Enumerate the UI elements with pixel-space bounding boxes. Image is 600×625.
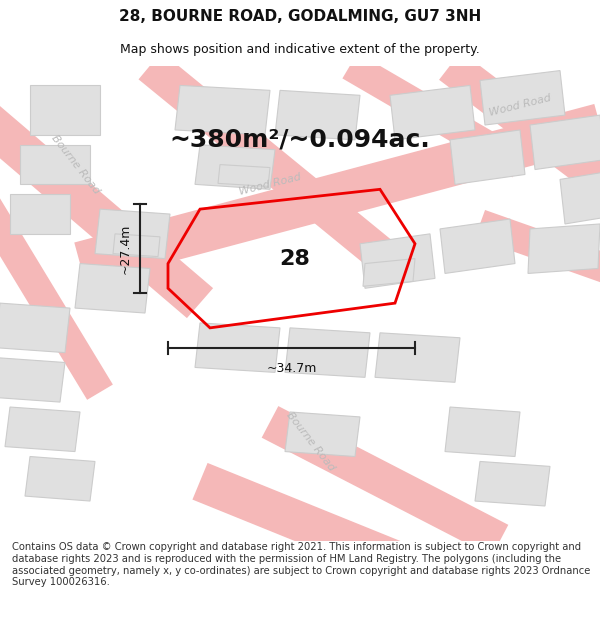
- Text: ~27.4m: ~27.4m: [119, 224, 132, 274]
- Polygon shape: [375, 332, 460, 382]
- Polygon shape: [193, 463, 428, 589]
- Polygon shape: [450, 130, 525, 184]
- Polygon shape: [175, 86, 270, 135]
- Polygon shape: [95, 209, 170, 259]
- Polygon shape: [343, 53, 527, 177]
- Polygon shape: [139, 52, 391, 268]
- Polygon shape: [75, 264, 150, 313]
- Polygon shape: [5, 407, 80, 451]
- Polygon shape: [0, 100, 213, 318]
- Polygon shape: [0, 187, 113, 400]
- Polygon shape: [530, 115, 600, 169]
- Text: ~34.7m: ~34.7m: [266, 362, 317, 376]
- Polygon shape: [475, 210, 600, 288]
- Polygon shape: [10, 194, 70, 234]
- Text: Bourne Road: Bourne Road: [49, 133, 101, 196]
- Polygon shape: [74, 104, 600, 284]
- Polygon shape: [25, 456, 95, 501]
- Polygon shape: [528, 224, 600, 274]
- Polygon shape: [195, 323, 280, 372]
- Polygon shape: [195, 145, 275, 189]
- Text: ~380m²/~0.094ac.: ~380m²/~0.094ac.: [170, 128, 430, 152]
- Polygon shape: [0, 303, 70, 352]
- Polygon shape: [480, 71, 565, 125]
- Text: 28, BOURNE ROAD, GODALMING, GU7 3NH: 28, BOURNE ROAD, GODALMING, GU7 3NH: [119, 9, 481, 24]
- Polygon shape: [262, 406, 508, 556]
- Polygon shape: [113, 234, 160, 257]
- Polygon shape: [218, 164, 270, 186]
- Polygon shape: [20, 145, 90, 184]
- Text: Contains OS data © Crown copyright and database right 2021. This information is : Contains OS data © Crown copyright and d…: [12, 542, 590, 587]
- Text: Wood Road: Wood Road: [238, 172, 302, 197]
- Polygon shape: [363, 259, 415, 286]
- Polygon shape: [440, 219, 515, 274]
- Polygon shape: [439, 51, 600, 208]
- Polygon shape: [360, 234, 435, 288]
- Polygon shape: [390, 86, 475, 140]
- Text: Wood Road: Wood Road: [488, 92, 552, 118]
- Polygon shape: [475, 461, 550, 506]
- Polygon shape: [285, 412, 360, 456]
- Text: 28: 28: [280, 249, 310, 269]
- Polygon shape: [445, 407, 520, 456]
- Polygon shape: [285, 328, 370, 378]
- Polygon shape: [0, 357, 65, 402]
- Text: Bourne Road: Bourne Road: [284, 410, 336, 473]
- Polygon shape: [560, 169, 600, 224]
- Polygon shape: [30, 86, 100, 135]
- Text: Map shows position and indicative extent of the property.: Map shows position and indicative extent…: [120, 42, 480, 56]
- Polygon shape: [275, 91, 360, 140]
